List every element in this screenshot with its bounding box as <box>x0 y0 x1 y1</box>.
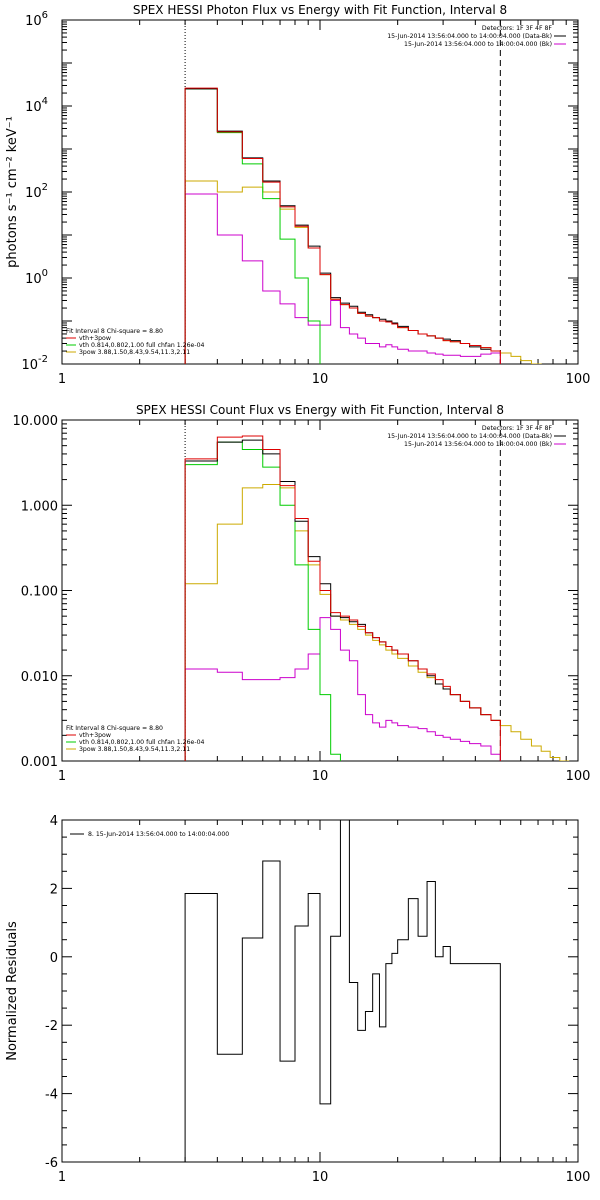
y-tick-label: 10-2 <box>21 354 48 373</box>
series-line-3pow <box>184 484 570 761</box>
legend-entry: Detectors: 1F 3F 4F 8F <box>482 25 553 32</box>
y-tick-label: -2 <box>45 1019 58 1034</box>
series-group <box>184 87 542 364</box>
series-group <box>184 435 570 761</box>
x-tick-label: 100 <box>566 1170 591 1185</box>
y-tick-base: 10 <box>25 14 42 29</box>
series-line-vth-3pow <box>184 87 501 364</box>
series-line-data-bk <box>184 88 501 364</box>
x-tick-label: 100 <box>566 769 591 784</box>
x-tick-label: 100 <box>566 372 591 387</box>
x-tick-label: 1 <box>58 1170 66 1185</box>
legend-entry: 15-Jun-2014 13:56:04.000 to 14:00:04.000… <box>387 433 552 440</box>
series-line-vth <box>184 88 321 364</box>
y-tick-exponent: 4 <box>42 96 48 107</box>
y-tick-label: 106 <box>25 10 48 29</box>
photon-flux-panel: SPEX HESSI Photon Flux vs Energy with Fi… <box>5 3 591 387</box>
series-line-vth-3pow <box>184 435 501 761</box>
fit-info-line: Fit Interval 8 Chi-square = 8.80 <box>66 725 163 732</box>
count-flux-panel: SPEX HESSI Count Flux vs Energy with Fit… <box>13 403 591 784</box>
series-line-8-15-jun-2014-13-56-04-000-to-14-00-04-000 <box>184 820 501 1162</box>
legend-entry: Detectors: 1F 3F 4F 8F <box>482 425 553 432</box>
fit-info-line: 3pow 3.88,1.50,8.43,9.54,11.3,2.11 <box>79 746 190 753</box>
chart-title: SPEX HESSI Count Flux vs Energy with Fit… <box>136 403 504 417</box>
y-tick-label: 2 <box>50 882 58 897</box>
y-tick-label: -4 <box>45 1088 58 1103</box>
y-tick-base: 10 <box>25 100 42 115</box>
y-tick-label: 0 <box>50 951 58 966</box>
y-tick-base: 10 <box>25 186 42 201</box>
y-tick-base: 10 <box>25 272 42 287</box>
legend-entry: 15-Jun-2014 13:56:04.000 to 14:00:04.000… <box>404 41 552 48</box>
series-line-3pow <box>184 180 542 364</box>
y-tick-base: 10 <box>21 358 38 373</box>
y-tick-label: 10.000 <box>13 414 59 429</box>
y-axis-label: Normalized Residuals <box>5 921 20 1061</box>
x-tick-label: 10 <box>312 769 329 784</box>
fit-info-line: vth 0.814,0.802,1.00 full chfan 1.26e-04 <box>79 342 205 349</box>
residuals-panel: 1 10 100 -6 -4 -2 0 2 4 Normalized Residuals 8. 15… <box>5 814 591 1185</box>
y-tick-label: 102 <box>25 182 48 201</box>
y-axis-label: photons s⁻¹ cm⁻² keV⁻¹ <box>5 116 20 268</box>
legend-entry: 15-Jun-2014 13:56:04.000 to 14:00:04.000… <box>387 33 552 40</box>
y-tick-exponent: 2 <box>42 182 48 193</box>
y-tick-exponent: -2 <box>38 354 48 365</box>
y-tick-label: 104 <box>25 96 48 115</box>
x-tick-label: 1 <box>58 372 66 387</box>
y-tick-exponent: 0 <box>42 268 48 279</box>
y-tick-label: 4 <box>50 814 58 829</box>
series-line-data-bk <box>184 439 501 761</box>
series-line-bk <box>184 193 501 364</box>
fit-info-line: vth+3pow <box>79 335 111 342</box>
series-group <box>184 820 501 1162</box>
y-tick-label: -6 <box>45 1156 58 1171</box>
y-tick-label: 1.000 <box>21 499 58 514</box>
chart-title: SPEX HESSI Photon Flux vs Energy with Fi… <box>133 3 507 17</box>
y-tick-label: 0.001 <box>21 755 58 770</box>
fit-info-line: vth 0.814,0.802,1.00 full chfan 1.26e-04 <box>79 739 205 746</box>
series-line-vth <box>184 441 341 761</box>
x-tick-label: 10 <box>312 372 329 387</box>
x-tick-label: 10 <box>312 1170 329 1185</box>
x-tick-label: 1 <box>58 769 66 784</box>
y-tick-label: 0.010 <box>21 670 58 685</box>
fit-info-line: Fit Interval 8 Chi-square = 8.80 <box>66 328 163 335</box>
fit-info-line: 3pow 3.88,1.50,8.43,9.54,11.3,2.11 <box>79 349 190 356</box>
legend-entry: 8. 15-Jun-2014 13:56:04.000 to 14:00:04.… <box>88 831 229 838</box>
legend-entry: 15-Jun-2014 13:56:04.000 to 14:00:04.000… <box>404 441 552 448</box>
y-tick-label: 100 <box>25 268 48 287</box>
y-tick-exponent: 6 <box>42 10 48 21</box>
series-line-bk <box>184 617 501 761</box>
y-tick-label: 0.100 <box>21 585 58 600</box>
fit-info-line: vth+3pow <box>79 732 111 739</box>
